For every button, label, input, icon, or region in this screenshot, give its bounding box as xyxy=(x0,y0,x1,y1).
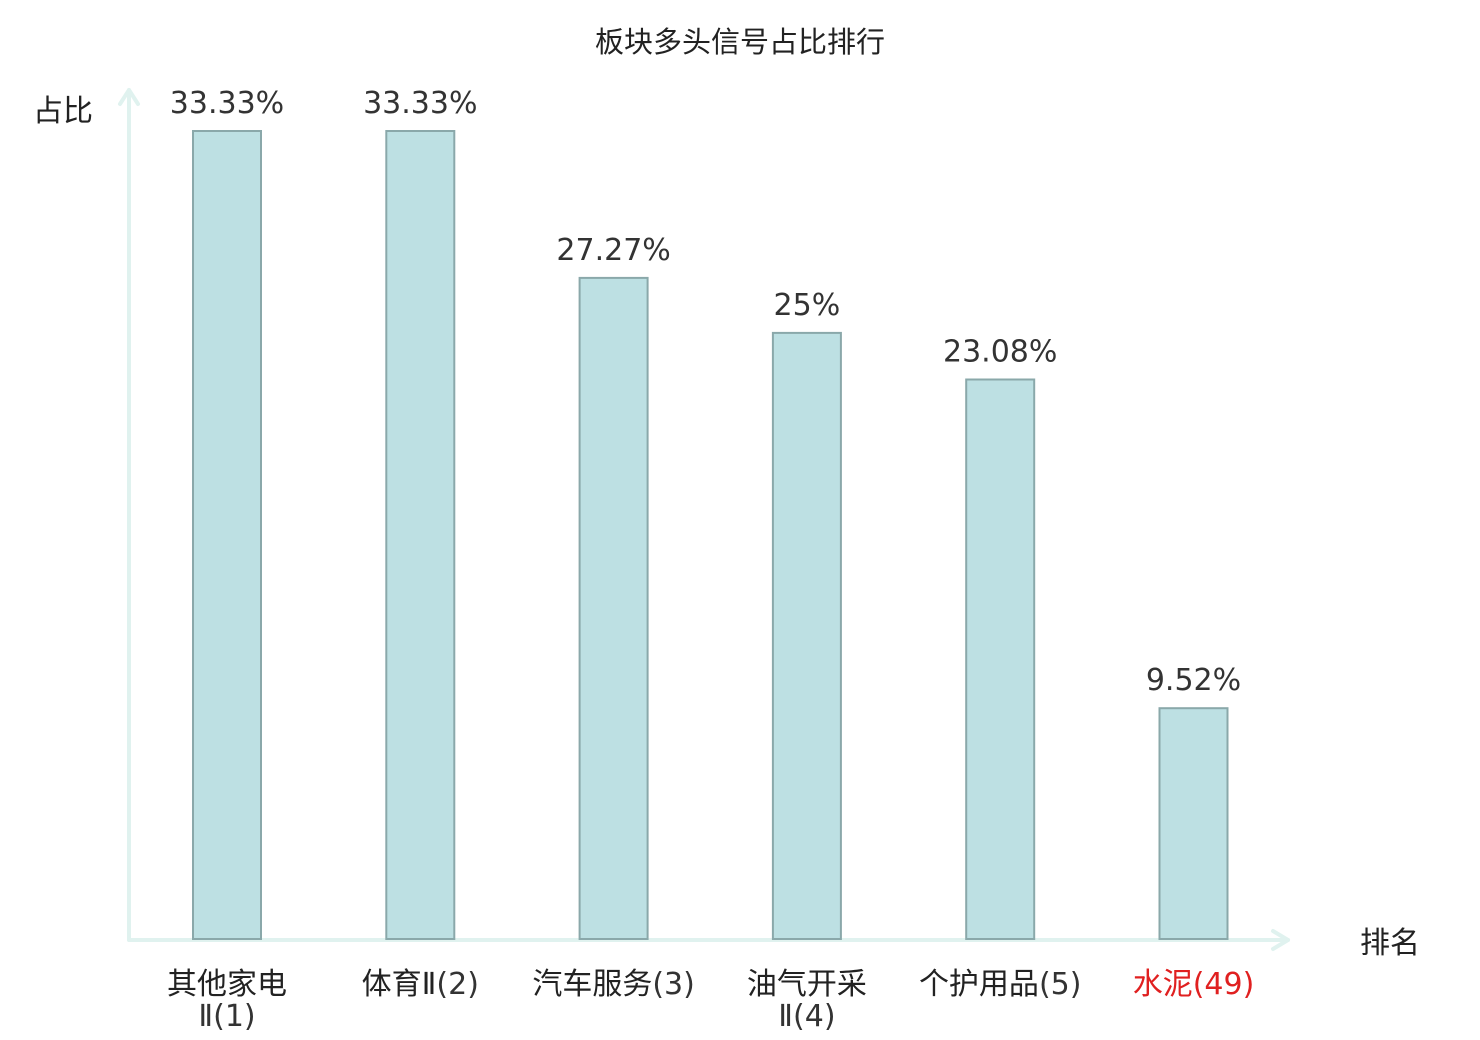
bar xyxy=(192,130,262,940)
x-tick-name: 其他家电 xyxy=(167,967,287,1002)
x-tick-label: 水泥(49) xyxy=(1133,967,1255,1002)
data-label: 23.08% xyxy=(943,335,1057,370)
bar xyxy=(965,378,1036,940)
x-tick-name: 汽车服务 xyxy=(532,967,652,1002)
x-tick-label: 其他家电 Ⅱ(1) xyxy=(167,967,287,1034)
data-label: 9.52% xyxy=(1146,663,1241,698)
x-tick-label: 汽车服务(3) xyxy=(532,967,695,1002)
x-tick-rank: (2) xyxy=(436,967,479,1002)
x-tick-rank: (3) xyxy=(652,967,695,1002)
x-tick-name: 个护用品 xyxy=(919,967,1039,1002)
data-label: 27.27% xyxy=(556,233,670,268)
bars-group xyxy=(192,130,1229,941)
bar xyxy=(771,331,842,940)
x-axis-arrow-icon xyxy=(1271,929,1290,951)
x-tick-label: 个护用品(5) xyxy=(919,967,1081,1002)
bar xyxy=(1158,707,1229,941)
data-label: 33.33% xyxy=(363,86,477,121)
x-tick-rank: Ⅱ(1) xyxy=(198,999,255,1034)
x-tick-rank: Ⅱ(4) xyxy=(778,999,835,1034)
x-tick-name: 油气开采 xyxy=(747,967,867,1002)
x-tick-label: 油气开采 Ⅱ(4) xyxy=(747,967,867,1034)
category-labels-group: 其他家电 Ⅱ(1) 体育Ⅱ(2) 汽车服务(3) 油气开采 Ⅱ(4) 个护用品(5) 水泥(4… xyxy=(167,967,1254,1034)
y-axis-arrow-icon xyxy=(118,88,140,106)
data-label: 33.33% xyxy=(170,86,284,121)
value-labels-group: 33.33% 33.33% 27.27% 25% 23.08% 9.52% xyxy=(170,86,1241,698)
x-tick-rank: (5) xyxy=(1039,967,1082,1002)
x-tick-name: 水泥 xyxy=(1133,967,1193,1002)
x-axis-title: 排名 xyxy=(1360,926,1420,961)
x-tick-label: 体育Ⅱ(2) xyxy=(362,967,479,1002)
chart-title: 板块多头信号占比排行 xyxy=(595,25,885,59)
bar xyxy=(578,276,649,940)
y-axis-title: 占比 xyxy=(33,94,93,129)
x-tick-name: 体育Ⅱ xyxy=(362,967,437,1002)
data-label: 25% xyxy=(774,288,841,323)
bar xyxy=(385,130,456,940)
x-tick-rank: (49) xyxy=(1193,967,1255,1002)
